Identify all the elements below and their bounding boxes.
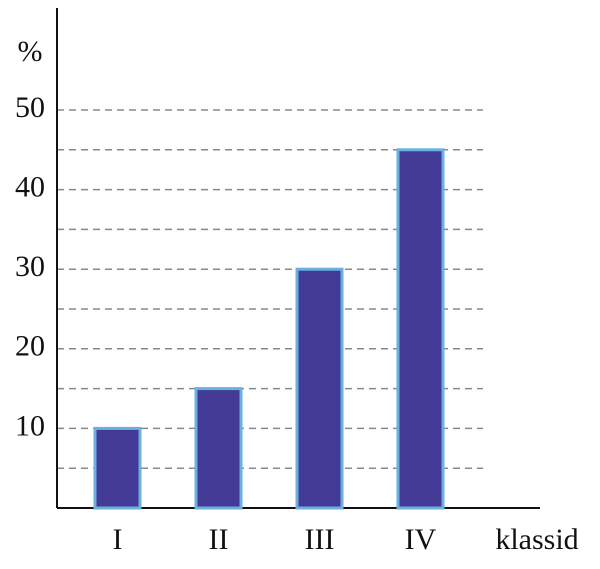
x-tick-label: I xyxy=(113,523,123,556)
bar xyxy=(295,267,344,510)
bar xyxy=(93,426,142,510)
y-tick-label: 10 xyxy=(15,409,45,442)
y-tick-label: 20 xyxy=(15,330,45,363)
bar xyxy=(396,148,445,510)
x-tick-label: III xyxy=(305,523,335,556)
x-tick-label: II xyxy=(209,523,229,556)
x-axis-label: klassid xyxy=(495,523,578,556)
bar xyxy=(194,387,243,510)
y-axis-label: % xyxy=(18,35,43,68)
y-tick-label: 50 xyxy=(15,91,45,124)
x-tick-label: IV xyxy=(405,523,437,556)
y-tick-label: 30 xyxy=(15,250,45,283)
y-tick-label: 40 xyxy=(15,170,45,203)
